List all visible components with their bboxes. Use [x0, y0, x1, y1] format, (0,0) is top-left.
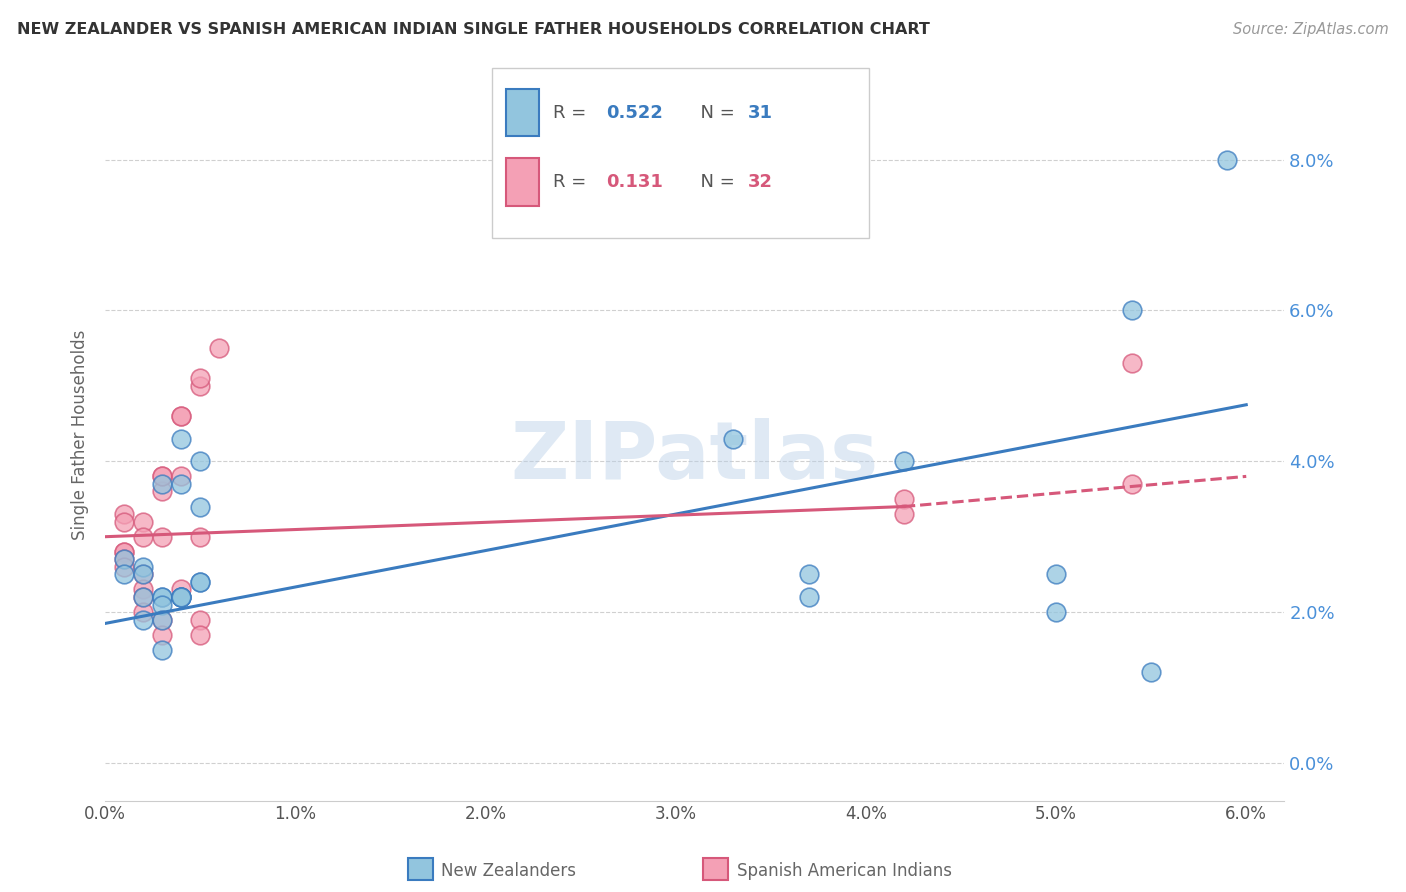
Point	[112, 567, 135, 582]
Text: Source: ZipAtlas.com: Source: ZipAtlas.com	[1233, 22, 1389, 37]
Text: N =: N =	[689, 173, 741, 191]
Point	[132, 515, 155, 529]
Point	[170, 469, 193, 483]
Text: R =: R =	[553, 173, 598, 191]
Point	[170, 477, 193, 491]
Point	[188, 574, 211, 589]
Point	[188, 530, 211, 544]
Point	[112, 515, 135, 529]
Point	[132, 590, 155, 604]
Point	[150, 484, 173, 499]
Point	[150, 590, 173, 604]
Point	[132, 613, 155, 627]
Text: NEW ZEALANDER VS SPANISH AMERICAN INDIAN SINGLE FATHER HOUSEHOLDS CORRELATION CH: NEW ZEALANDER VS SPANISH AMERICAN INDIAN…	[17, 22, 929, 37]
Text: 0.522: 0.522	[606, 103, 664, 121]
Point	[150, 642, 173, 657]
Text: N =: N =	[689, 103, 741, 121]
Point	[150, 469, 173, 483]
Point	[893, 507, 915, 521]
Point	[893, 491, 915, 506]
Point	[170, 590, 193, 604]
FancyBboxPatch shape	[492, 69, 869, 238]
Point	[170, 590, 193, 604]
Point	[170, 432, 193, 446]
Point	[132, 567, 155, 582]
Point	[1121, 303, 1143, 318]
Point	[112, 507, 135, 521]
Y-axis label: Single Father Households: Single Father Households	[72, 330, 89, 540]
Point	[170, 409, 193, 423]
Text: R =: R =	[553, 103, 592, 121]
Point	[132, 582, 155, 597]
Point	[1140, 665, 1163, 680]
Point	[893, 454, 915, 468]
Point	[112, 552, 135, 566]
Point	[208, 341, 231, 355]
Point	[150, 477, 173, 491]
Text: 31: 31	[748, 103, 773, 121]
Point	[188, 628, 211, 642]
Point	[150, 628, 173, 642]
Point	[1121, 356, 1143, 370]
Point	[132, 590, 155, 604]
Point	[112, 545, 135, 559]
Point	[797, 567, 820, 582]
Point	[132, 567, 155, 582]
Point	[721, 432, 744, 446]
Point	[797, 590, 820, 604]
Point	[150, 598, 173, 612]
Point	[132, 530, 155, 544]
Point	[112, 552, 135, 566]
Text: Spanish American Indians: Spanish American Indians	[737, 862, 952, 880]
Point	[150, 613, 173, 627]
Point	[170, 409, 193, 423]
Point	[188, 379, 211, 393]
Text: ZIPatlas: ZIPatlas	[510, 417, 879, 496]
Point	[170, 582, 193, 597]
Point	[1045, 567, 1067, 582]
Point	[170, 590, 193, 604]
Point	[1216, 153, 1239, 167]
Point	[132, 560, 155, 574]
Point	[112, 560, 135, 574]
Point	[188, 454, 211, 468]
Point	[1045, 605, 1067, 619]
Point	[170, 590, 193, 604]
Point	[150, 613, 173, 627]
Text: 0.131: 0.131	[606, 173, 664, 191]
Point	[1121, 477, 1143, 491]
Point	[188, 574, 211, 589]
FancyBboxPatch shape	[506, 159, 538, 206]
Point	[150, 530, 173, 544]
Text: 32: 32	[748, 173, 773, 191]
Point	[112, 545, 135, 559]
FancyBboxPatch shape	[506, 89, 538, 136]
Point	[188, 500, 211, 514]
Point	[188, 371, 211, 385]
Point	[188, 613, 211, 627]
Point	[132, 605, 155, 619]
Point	[150, 590, 173, 604]
Point	[150, 469, 173, 483]
Text: New Zealanders: New Zealanders	[441, 862, 576, 880]
